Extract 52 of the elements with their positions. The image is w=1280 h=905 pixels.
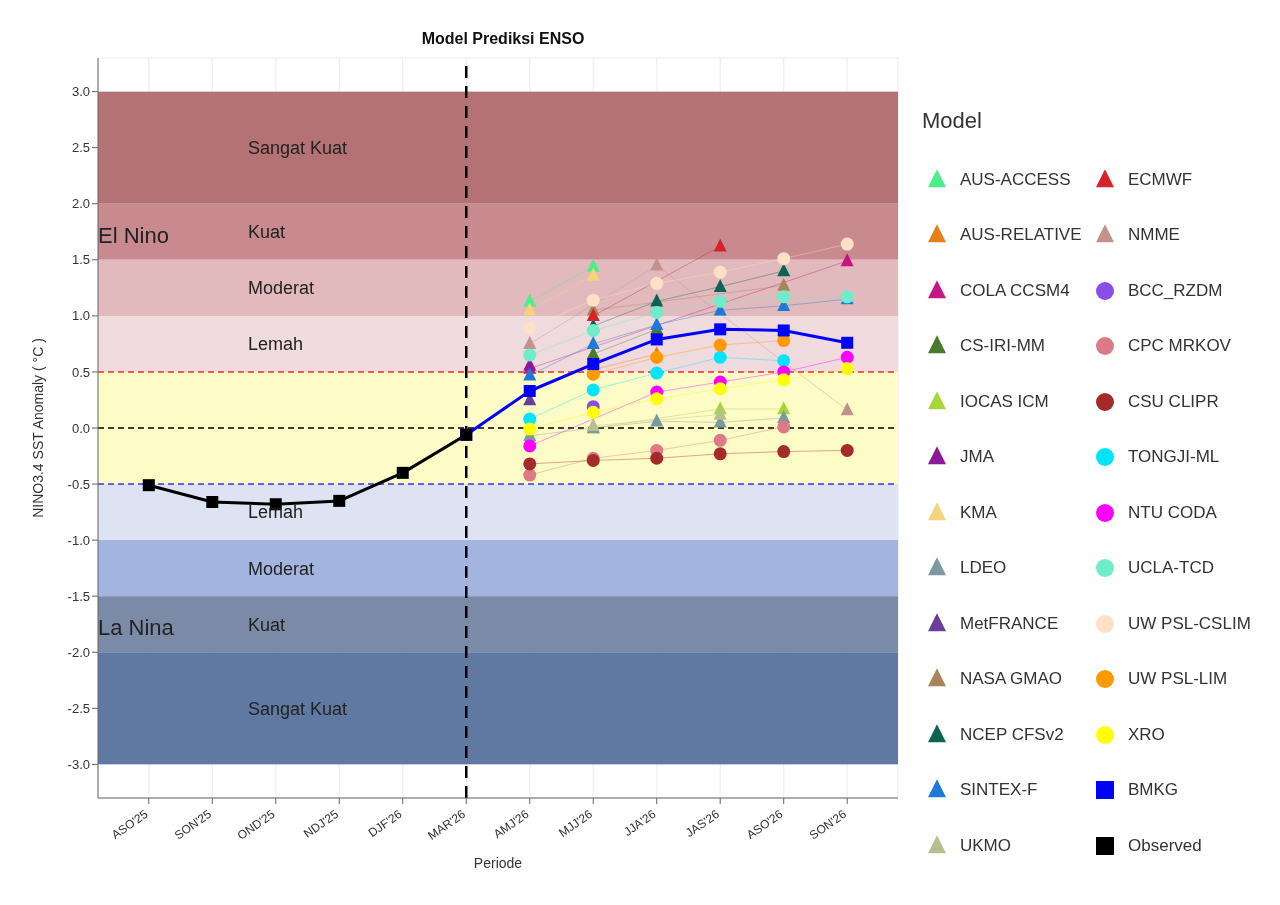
y-tick-label: 2.0: [71, 196, 90, 212]
band-label: Moderat: [248, 278, 315, 299]
legend-label: UKMO: [960, 835, 1011, 856]
legend-label: BMKG: [1128, 780, 1179, 801]
legend-label: TONGJI-ML: [1128, 447, 1220, 468]
legend-label: UW PSL-LIM: [1128, 669, 1228, 690]
legend-label: NCEP CFSv2: [960, 724, 1064, 745]
chart-title: Model Prediksi ENSO: [420, 30, 586, 48]
annotation: El Nino: [98, 223, 169, 249]
y-tick-label: -3.0: [67, 756, 90, 772]
y-tick-label: 1.0: [71, 308, 90, 324]
annotation: La Nina: [98, 615, 174, 641]
legend-label: BCC_RZDM: [1128, 280, 1223, 301]
legend-label: UCLA-TCD: [1128, 558, 1214, 579]
legend-label: KMA: [960, 502, 997, 523]
x-axis-title: Periode: [473, 855, 523, 871]
legend-label: SINTEX-F: [960, 780, 1038, 801]
y-tick-label: 3.0: [71, 84, 90, 100]
y-tick-label: -2.5: [67, 700, 90, 716]
legend-label: NMME: [1128, 225, 1180, 246]
legend-label: MetFRANCE: [960, 613, 1059, 634]
band-label: Kuat: [248, 222, 286, 243]
legend-label: IOCAS ICM: [960, 391, 1049, 412]
band-label: Sangat Kuat: [248, 698, 348, 719]
legend-label: CS-IRI-MM: [960, 336, 1045, 357]
y-tick-label: 0.5: [71, 364, 90, 380]
band-label: Lemah: [248, 334, 304, 355]
y-axis-title: NINO3.4 SST Anomaly ( °C ): [29, 338, 46, 518]
y-tick-label: 0.0: [71, 420, 90, 436]
legend-label: NTU CODA: [1128, 502, 1217, 523]
y-tick-label: -1.0: [67, 532, 90, 548]
y-tick-label: 2.5: [71, 140, 90, 156]
legend-title: Model: [922, 108, 983, 134]
legend-label: XRO: [1128, 724, 1165, 745]
y-tick-label: -2.0: [67, 644, 90, 660]
band-label: Kuat: [248, 614, 286, 635]
legend-label: Observed: [1128, 835, 1202, 856]
legend-label: AUS-ACCESS: [960, 169, 1071, 190]
legend-label: CPC MRKOV: [1128, 336, 1231, 357]
band-label: Moderat: [248, 558, 315, 579]
legend-label: ECMWF: [1128, 169, 1193, 190]
y-tick-label: 1.5: [71, 252, 90, 268]
legend-label: CSU CLIPR: [1128, 391, 1219, 412]
y-tick-label: -1.5: [67, 588, 90, 604]
legend-label: AUS-RELATIVE: [960, 225, 1082, 246]
legend-label: LDEO: [960, 558, 1007, 579]
legend-label: NASA GMAO: [960, 669, 1063, 690]
legend-label: JMA: [960, 447, 994, 468]
legend-label: UW PSL-CSLIM: [1128, 613, 1251, 634]
band-label: Sangat Kuat: [248, 138, 348, 159]
y-tick-label: -0.5: [67, 476, 90, 492]
legend-label: COLA CCSM4: [960, 280, 1070, 301]
